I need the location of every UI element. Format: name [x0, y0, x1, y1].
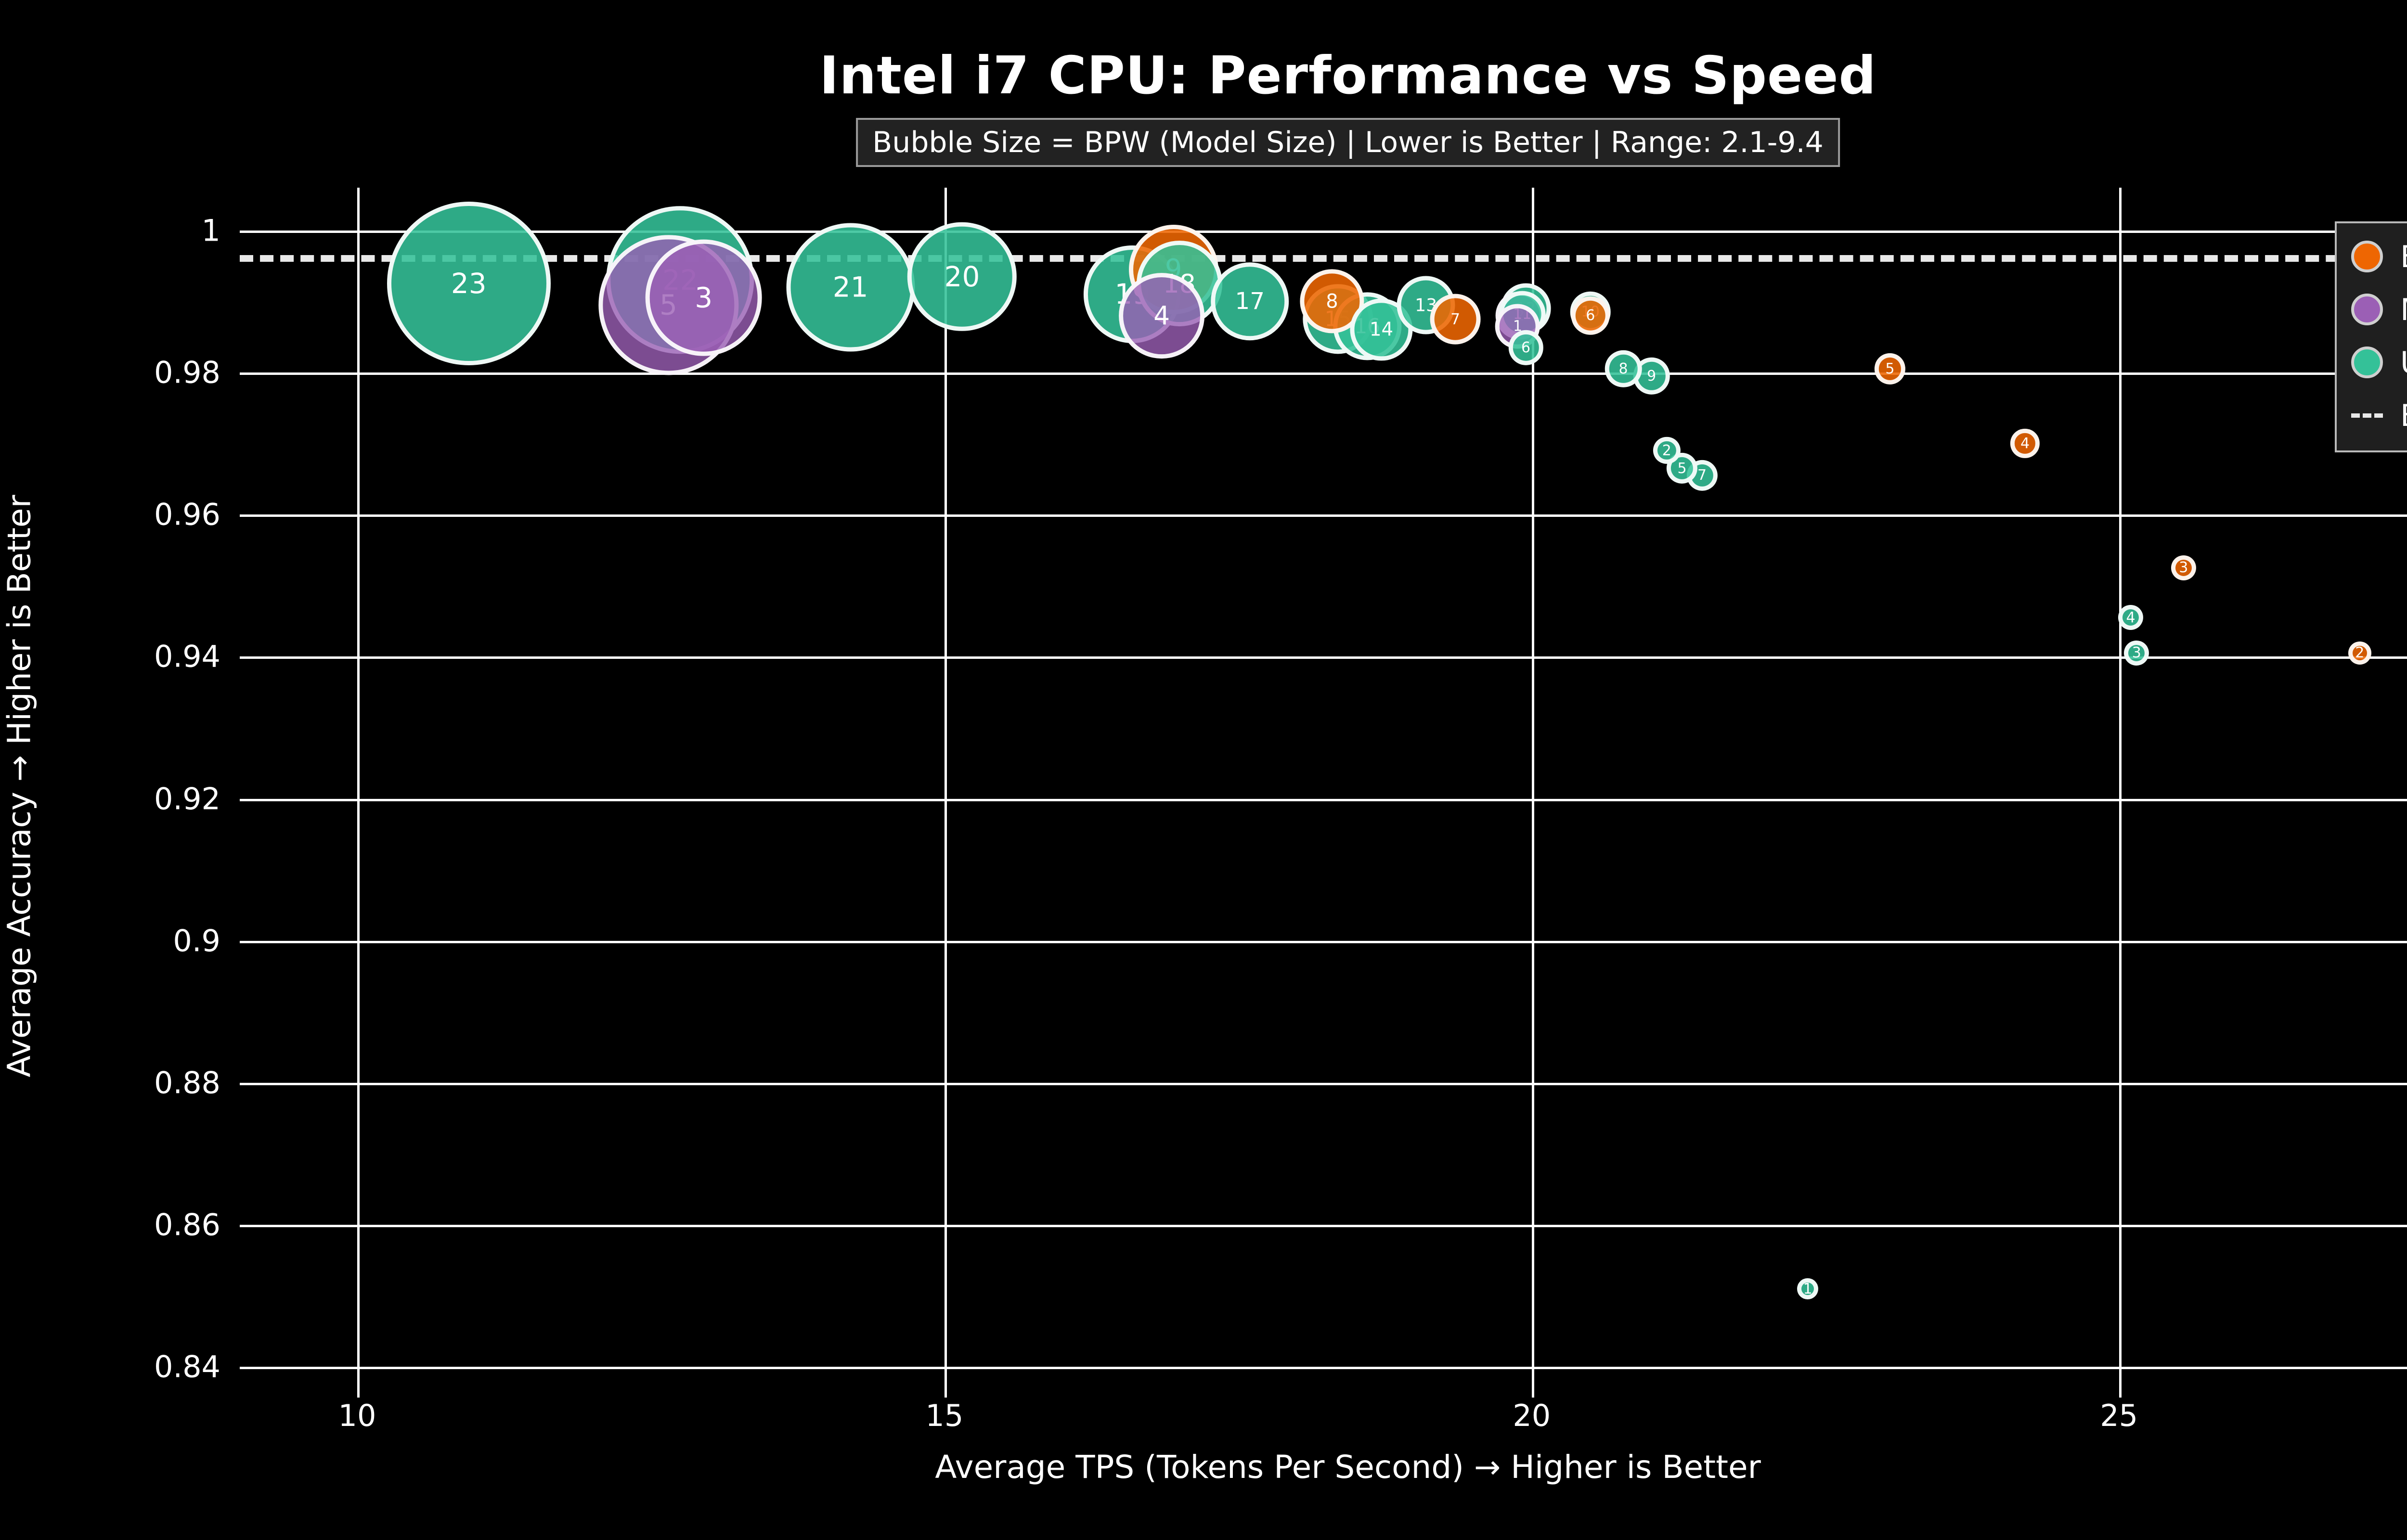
bubble-point[interactable]: 6	[1571, 296, 1610, 335]
y-axis-tick-label: 0.9	[173, 923, 220, 959]
bubble-point[interactable]: 7	[1430, 294, 1481, 345]
gridline-horizontal	[240, 1225, 2407, 1228]
gridline-vertical	[357, 188, 360, 1381]
x-axis-tick-label: 10	[338, 1398, 376, 1433]
y-axis-tick-label: 0.96	[154, 497, 220, 532]
y-axis-title: Average Accuracy → Higher is Better	[0, 495, 38, 1078]
x-axis-tick-label: 25	[2100, 1398, 2138, 1433]
y-axis-tick-label: 0.92	[154, 781, 220, 817]
bf16-baseline-line	[240, 255, 2407, 262]
bubble-point[interactable]: 2	[2348, 641, 2371, 665]
legend-label-bf16-baseline: BF16 Baseline	[2400, 398, 2407, 433]
gridline-vertical	[1531, 188, 1534, 1381]
x-axis-tick-mark	[357, 1381, 360, 1398]
bubble-point[interactable]: 2	[1653, 437, 1681, 464]
x-axis-tick-mark	[944, 1381, 947, 1398]
bubble-point[interactable]: 21	[786, 223, 915, 352]
x-axis-tick-label: 15	[925, 1398, 964, 1433]
legend-label-magicquant: MagicQuant	[2400, 292, 2407, 327]
y-axis-tick-label: 1	[201, 213, 220, 248]
legend: ByteShape MagicQuant Unsloth BF16 Baseli…	[2335, 221, 2407, 452]
bubble-point[interactable]: 3	[645, 239, 763, 357]
gridline-horizontal	[240, 514, 2407, 517]
gridline-vertical	[944, 188, 947, 1381]
bubble-point[interactable]: 3	[2124, 640, 2149, 666]
y-axis-tick-label: 0.86	[154, 1207, 220, 1243]
bubble-point[interactable]: 6	[1508, 330, 1543, 365]
legend-swatch-unsloth	[2351, 346, 2383, 378]
y-axis-tick-label: 0.84	[154, 1349, 220, 1385]
page-title: Intel i7 CPU: Performance vs Speed	[819, 46, 1876, 106]
chart-subtitle: Bubble Size = BPW (Model Size) | Lower i…	[872, 126, 1824, 159]
gridline-horizontal	[240, 1367, 2407, 1370]
gridline-horizontal	[240, 372, 2407, 375]
x-axis-tick-mark	[1531, 1381, 1534, 1398]
gridline-vertical	[2119, 188, 2122, 1381]
y-axis-tick-label: 0.98	[154, 355, 220, 390]
gridline-horizontal	[240, 230, 2407, 233]
y-axis-tick-label: 0.94	[154, 639, 220, 674]
bubble-point[interactable]: 20	[907, 222, 1017, 331]
legend-item-unsloth[interactable]: Unsloth	[2351, 342, 2407, 383]
x-axis-title: Average TPS (Tokens Per Second) → Higher…	[935, 1449, 1761, 1486]
dashed-line-icon	[2351, 399, 2383, 431]
x-axis-tick-label: 20	[1513, 1398, 1551, 1433]
bubble-point[interactable]: 17	[1211, 262, 1289, 340]
gridline-horizontal	[240, 940, 2407, 943]
bubble-point[interactable]: 5	[1874, 353, 1906, 385]
legend-label-unsloth: Unsloth	[2400, 345, 2407, 380]
bubble-point[interactable]: 23	[387, 202, 551, 366]
bubble-point[interactable]: 4	[2010, 429, 2040, 458]
bubble-point[interactable]: 3	[2171, 555, 2196, 580]
subtitle-box: Bubble Size = BPW (Model Size) | Lower i…	[856, 118, 1840, 167]
legend-swatch-magicquant	[2351, 294, 2383, 325]
y-axis-tick-label: 0.88	[154, 1065, 220, 1101]
bubble-point[interactable]: 4	[2118, 605, 2144, 630]
bubble-point[interactable]: 1	[1797, 1278, 1819, 1300]
gridline-horizontal	[240, 1083, 2407, 1085]
gridline-horizontal	[240, 656, 2407, 659]
legend-label-byteshape: ByteShape	[2400, 239, 2407, 274]
gridline-horizontal	[240, 798, 2407, 801]
x-axis-tick-mark	[2119, 1381, 2122, 1398]
legend-item-byteshape[interactable]: ByteShape	[2351, 236, 2407, 277]
bubble-point[interactable]: 4	[1119, 272, 1205, 359]
legend-swatch-byteshape	[2351, 241, 2383, 272]
legend-item-magicquant[interactable]: MagicQuant	[2351, 289, 2407, 330]
plot-area: 2322521320199184171516814131272111106986…	[240, 188, 2407, 1381]
legend-item-bf16-baseline[interactable]: BF16 Baseline	[2351, 395, 2407, 436]
bubble-point[interactable]: 8	[1605, 350, 1642, 387]
